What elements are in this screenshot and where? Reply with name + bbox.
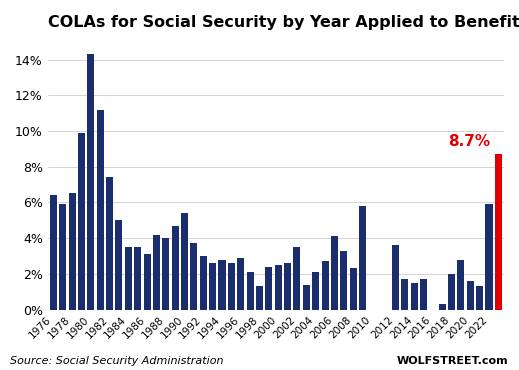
Bar (209, 263, 216, 310)
Bar (322, 261, 329, 310)
Bar (69, 194, 76, 310)
Bar (350, 269, 357, 310)
Bar (87, 54, 94, 310)
Bar (228, 263, 235, 310)
Bar (340, 250, 347, 310)
Text: COLAs for Social Security by Year Applied to Benefits: COLAs for Social Security by Year Applie… (48, 15, 519, 30)
Bar (97, 110, 104, 310)
Bar (78, 133, 85, 310)
Bar (162, 238, 169, 310)
Bar (331, 236, 338, 310)
Bar (275, 265, 282, 310)
Text: WOLFSTREET.com: WOLFSTREET.com (397, 356, 509, 366)
Bar (200, 256, 207, 310)
Bar (293, 247, 301, 310)
Text: Source: Social Security Administration: Source: Social Security Administration (10, 356, 224, 366)
Bar (59, 204, 66, 310)
Bar (284, 263, 291, 310)
Bar (115, 220, 122, 310)
Bar (420, 279, 427, 310)
Bar (172, 226, 179, 310)
Bar (476, 286, 483, 310)
Bar (181, 213, 188, 310)
Bar (190, 243, 197, 310)
Bar (495, 154, 502, 310)
Bar (303, 285, 310, 310)
Bar (392, 245, 399, 310)
Bar (218, 259, 226, 310)
Bar (467, 281, 474, 310)
Bar (312, 272, 319, 310)
Bar (144, 254, 151, 310)
Bar (411, 283, 418, 310)
Bar (106, 177, 113, 310)
Bar (485, 204, 493, 310)
Text: 8.7%: 8.7% (448, 134, 490, 149)
Bar (134, 247, 141, 310)
Bar (237, 258, 244, 310)
Bar (401, 279, 408, 310)
Bar (50, 195, 57, 310)
Bar (125, 247, 132, 310)
Bar (256, 286, 263, 310)
Bar (359, 206, 366, 310)
Bar (247, 272, 254, 310)
Bar (265, 267, 272, 310)
Bar (153, 235, 160, 310)
Bar (439, 304, 446, 310)
Bar (457, 259, 465, 310)
Bar (448, 274, 455, 310)
